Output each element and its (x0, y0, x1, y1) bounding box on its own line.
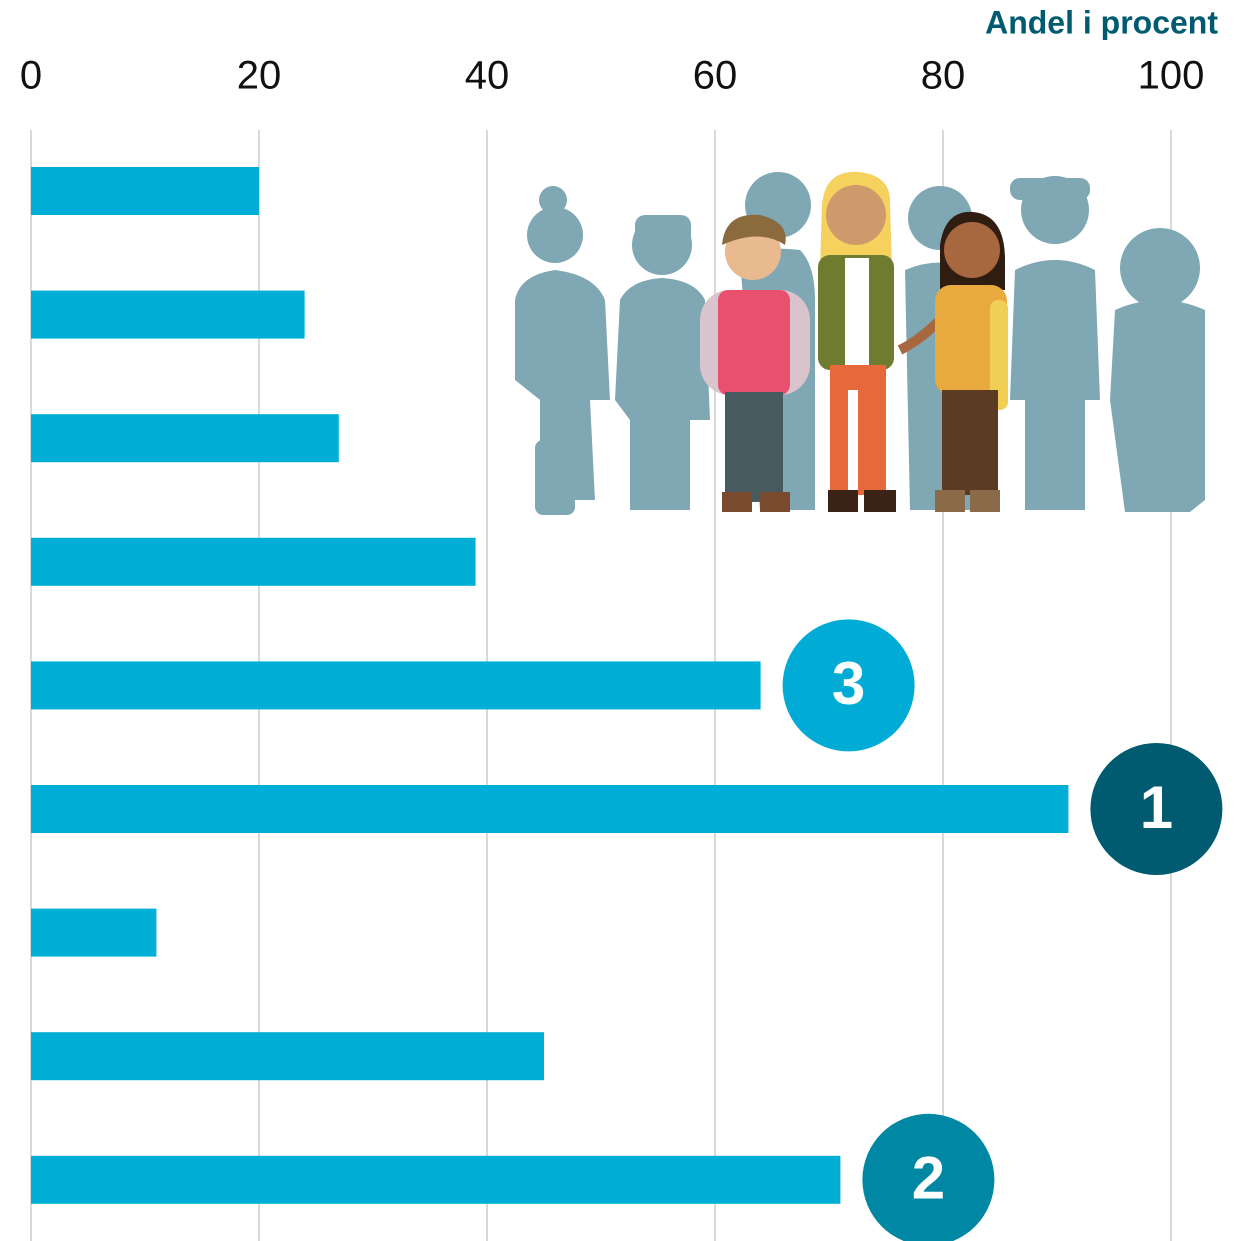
bar (31, 537, 476, 586)
rank-badge (782, 619, 915, 752)
bar (31, 908, 157, 957)
bar (31, 414, 339, 463)
rank-label: 2 (912, 1145, 945, 1212)
x-tick-label: 80 (921, 54, 966, 98)
x-tick-label: 60 (693, 54, 738, 98)
x-tick-label: 40 (465, 54, 510, 98)
bar (31, 290, 305, 339)
x-tick-label: 0 (20, 54, 42, 98)
bar (31, 167, 259, 215)
bar (31, 1155, 841, 1204)
axis-title: Andel i procent (985, 4, 1218, 40)
x-tick-label: 100 (1138, 54, 1205, 98)
bar (31, 785, 1069, 833)
rank-label: 3 (832, 650, 865, 717)
rank-badge (1090, 743, 1223, 875)
x-tick-label: 20 (237, 54, 282, 98)
bar (31, 661, 761, 710)
bar (31, 1032, 544, 1081)
rank-label: 1 (1140, 774, 1173, 841)
rank-badge (862, 1113, 995, 1241)
people-illustration (515, 171, 1205, 515)
